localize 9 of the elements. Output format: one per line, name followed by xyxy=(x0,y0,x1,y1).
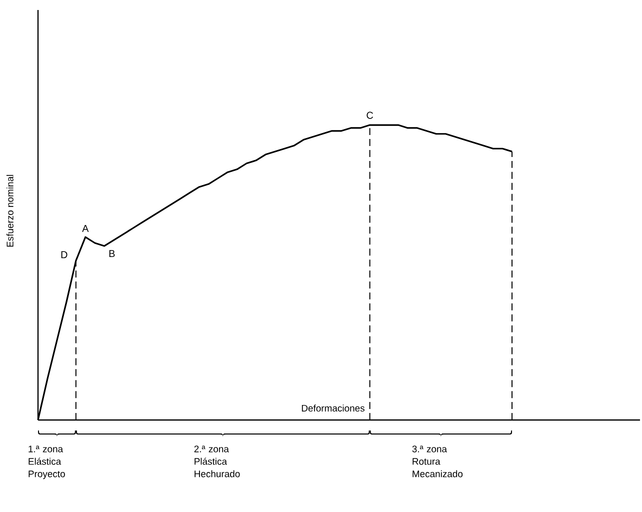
text: 1.ª zona Elástica Proyecto xyxy=(28,446,65,480)
annotation: C xyxy=(366,112,374,119)
annotation: A xyxy=(82,225,89,232)
annotation: B xyxy=(109,250,115,258)
x-axis-title: Deformaciones xyxy=(302,404,364,412)
y-axis-title: Esfuerzo nominal xyxy=(6,174,14,247)
text: 3.ª zona Rotura Mecanizado xyxy=(412,446,463,478)
text: 2.ª zona Plástica Hechurado xyxy=(194,446,240,478)
annotation: D xyxy=(61,251,68,258)
